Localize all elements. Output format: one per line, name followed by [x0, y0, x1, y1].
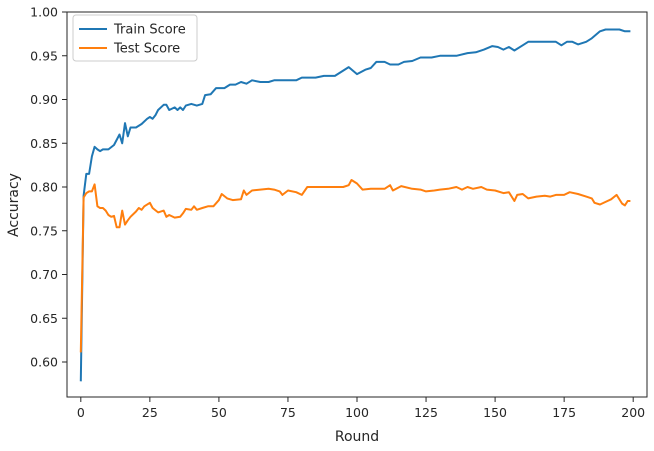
series-line-test-score — [79, 179, 631, 353]
legend-box — [72, 14, 198, 62]
y-tick-label: 0.90 — [30, 92, 58, 107]
plot-series — [79, 28, 631, 382]
x-tick-label: 150 — [483, 405, 507, 420]
x-tick-label: 100 — [345, 405, 369, 420]
y-tick-label: 0.75 — [30, 223, 58, 238]
y-axis-ticks: 0.60 0.65 0.70 0.75 0.80 0.85 0.90 0.95 1.00 — [30, 5, 67, 370]
plot-frame — [66, 11, 648, 398]
legend: Train Score Test Score — [72, 14, 198, 62]
x-axis-ticks: 0 25 50 75 100 125 150 175 200 — [77, 397, 645, 420]
series-line-train-score — [79, 28, 631, 382]
x-axis-label: Round — [335, 429, 379, 445]
x-tick-label: 200 — [621, 405, 645, 420]
y-tick-label: 1.00 — [30, 5, 58, 20]
x-tick-label: 75 — [280, 405, 296, 420]
y-tick-label: 0.60 — [30, 355, 58, 370]
x-tick-label: 175 — [552, 405, 576, 420]
legend-label-test: Test Score — [113, 42, 180, 57]
x-tick-label: 0 — [77, 405, 85, 420]
x-tick-label: 25 — [142, 405, 158, 420]
y-axis-label: Accuracy — [6, 173, 22, 237]
x-tick-label: 125 — [414, 405, 438, 420]
y-tick-label: 0.95 — [30, 48, 58, 63]
legend-label-train: Train Score — [113, 23, 186, 38]
x-tick-label: 50 — [211, 405, 227, 420]
y-tick-label: 0.65 — [30, 311, 58, 326]
y-tick-label: 0.70 — [30, 267, 58, 282]
y-tick-label: 0.80 — [30, 180, 58, 195]
y-tick-label: 0.85 — [30, 136, 58, 151]
